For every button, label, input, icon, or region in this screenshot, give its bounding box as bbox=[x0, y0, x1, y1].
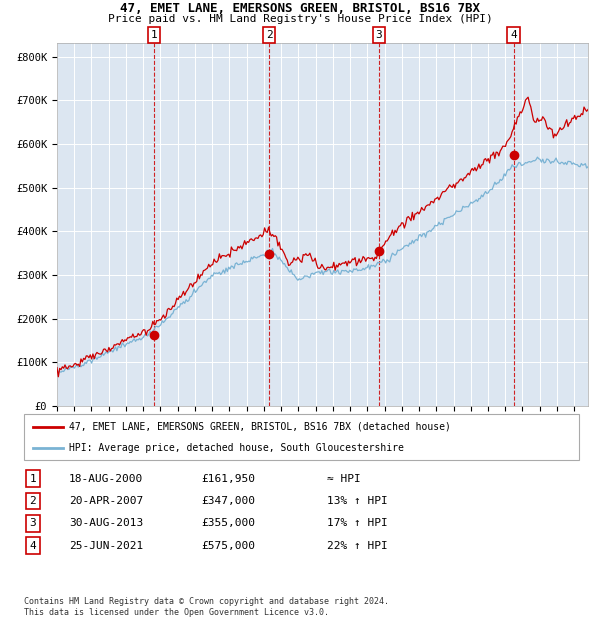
Text: £161,950: £161,950 bbox=[201, 474, 255, 484]
Text: £575,000: £575,000 bbox=[201, 541, 255, 551]
Text: 18-AUG-2000: 18-AUG-2000 bbox=[69, 474, 143, 484]
Text: 30-AUG-2013: 30-AUG-2013 bbox=[69, 518, 143, 528]
Text: 3: 3 bbox=[376, 30, 382, 40]
Text: 4: 4 bbox=[510, 30, 517, 40]
Text: 13% ↑ HPI: 13% ↑ HPI bbox=[327, 496, 388, 506]
Text: 17% ↑ HPI: 17% ↑ HPI bbox=[327, 518, 388, 528]
Text: HPI: Average price, detached house, South Gloucestershire: HPI: Average price, detached house, Sout… bbox=[69, 443, 404, 453]
Text: Price paid vs. HM Land Registry's House Price Index (HPI): Price paid vs. HM Land Registry's House … bbox=[107, 14, 493, 24]
Text: 47, EMET LANE, EMERSONS GREEN, BRISTOL, BS16 7BX (detached house): 47, EMET LANE, EMERSONS GREEN, BRISTOL, … bbox=[69, 422, 451, 432]
Text: Contains HM Land Registry data © Crown copyright and database right 2024.
This d: Contains HM Land Registry data © Crown c… bbox=[24, 598, 389, 617]
Text: ≈ HPI: ≈ HPI bbox=[327, 474, 361, 484]
Text: 3: 3 bbox=[29, 518, 37, 528]
Text: 1: 1 bbox=[29, 474, 37, 484]
Text: 22% ↑ HPI: 22% ↑ HPI bbox=[327, 541, 388, 551]
Text: 20-APR-2007: 20-APR-2007 bbox=[69, 496, 143, 506]
Text: 47, EMET LANE, EMERSONS GREEN, BRISTOL, BS16 7BX: 47, EMET LANE, EMERSONS GREEN, BRISTOL, … bbox=[120, 2, 480, 15]
Text: £355,000: £355,000 bbox=[201, 518, 255, 528]
Text: 2: 2 bbox=[29, 496, 37, 506]
Text: 4: 4 bbox=[29, 541, 37, 551]
Text: £347,000: £347,000 bbox=[201, 496, 255, 506]
Text: 25-JUN-2021: 25-JUN-2021 bbox=[69, 541, 143, 551]
Text: 2: 2 bbox=[266, 30, 272, 40]
Text: 1: 1 bbox=[151, 30, 157, 40]
